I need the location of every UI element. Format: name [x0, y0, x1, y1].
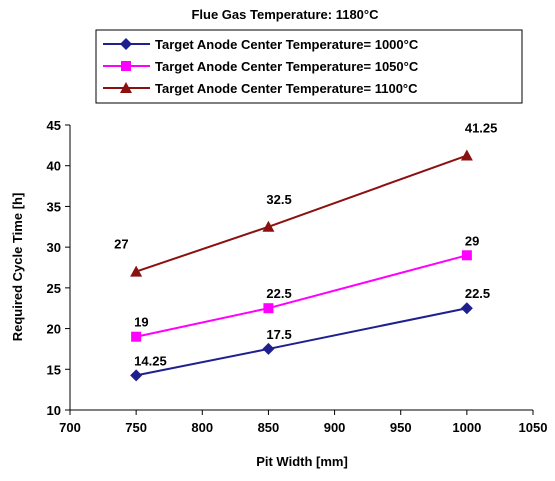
data-point-marker [130, 265, 143, 277]
data-label: 32.5 [266, 192, 291, 207]
chart-title: Flue Gas Temperature: 1180°C [191, 7, 379, 22]
legend-label: Target Anode Center Temperature= 1000°C [155, 37, 419, 52]
data-label: 22.5 [266, 286, 291, 301]
data-label: 29 [465, 233, 479, 248]
data-point-marker [130, 369, 143, 382]
legend-marker [120, 82, 132, 93]
x-tick-label: 700 [59, 420, 81, 435]
data-label: 17.5 [266, 327, 291, 342]
y-tick-label: 20 [47, 322, 61, 337]
data-label: 41.25 [465, 121, 498, 136]
data-point-marker [461, 250, 472, 261]
data-point-marker [460, 302, 473, 315]
y-tick-label: 25 [47, 281, 61, 296]
data-point-marker [262, 220, 275, 232]
y-axis-label: Required Cycle Time [h] [10, 193, 25, 342]
legend-box [95, 29, 523, 104]
y-tick-label: 45 [47, 118, 61, 133]
legend-label: Target Anode Center Temperature= 1100°C [155, 81, 418, 96]
y-tick-label: 30 [47, 240, 61, 255]
x-tick-label: 750 [125, 420, 147, 435]
legend: Target Anode Center Temperature= 1000°C T… [95, 29, 523, 104]
x-axis-label: Pit Width [mm] [256, 454, 348, 469]
data-label: 27 [114, 237, 128, 252]
x-tick-label: 850 [258, 420, 280, 435]
data-label: 22.5 [465, 286, 490, 301]
legend-marker [120, 38, 132, 50]
x-tick-label: 1050 [519, 420, 548, 435]
legend-marker [121, 61, 131, 71]
x-tick-label: 800 [191, 420, 213, 435]
x-tick-label: 1000 [452, 420, 481, 435]
y-tick-label: 40 [47, 159, 61, 174]
x-tick-label: 950 [390, 420, 412, 435]
data-point-marker [460, 149, 473, 161]
legend-label: Target Anode Center Temperature= 1050°C [155, 59, 419, 74]
plot-area: 700 750 800 850 900 950 1000 1050 10 15 20 25 30 35 4… [47, 118, 548, 435]
data-point-marker [262, 342, 275, 355]
data-point-marker [131, 331, 142, 342]
data-point-marker [263, 303, 274, 314]
y-tick-label: 35 [47, 199, 61, 214]
y-tick-label: 10 [47, 403, 61, 418]
data-label: 14.25 [134, 353, 167, 368]
data-label: 19 [134, 315, 148, 330]
x-tick-label: 900 [324, 420, 346, 435]
y-tick-label: 15 [47, 362, 61, 377]
